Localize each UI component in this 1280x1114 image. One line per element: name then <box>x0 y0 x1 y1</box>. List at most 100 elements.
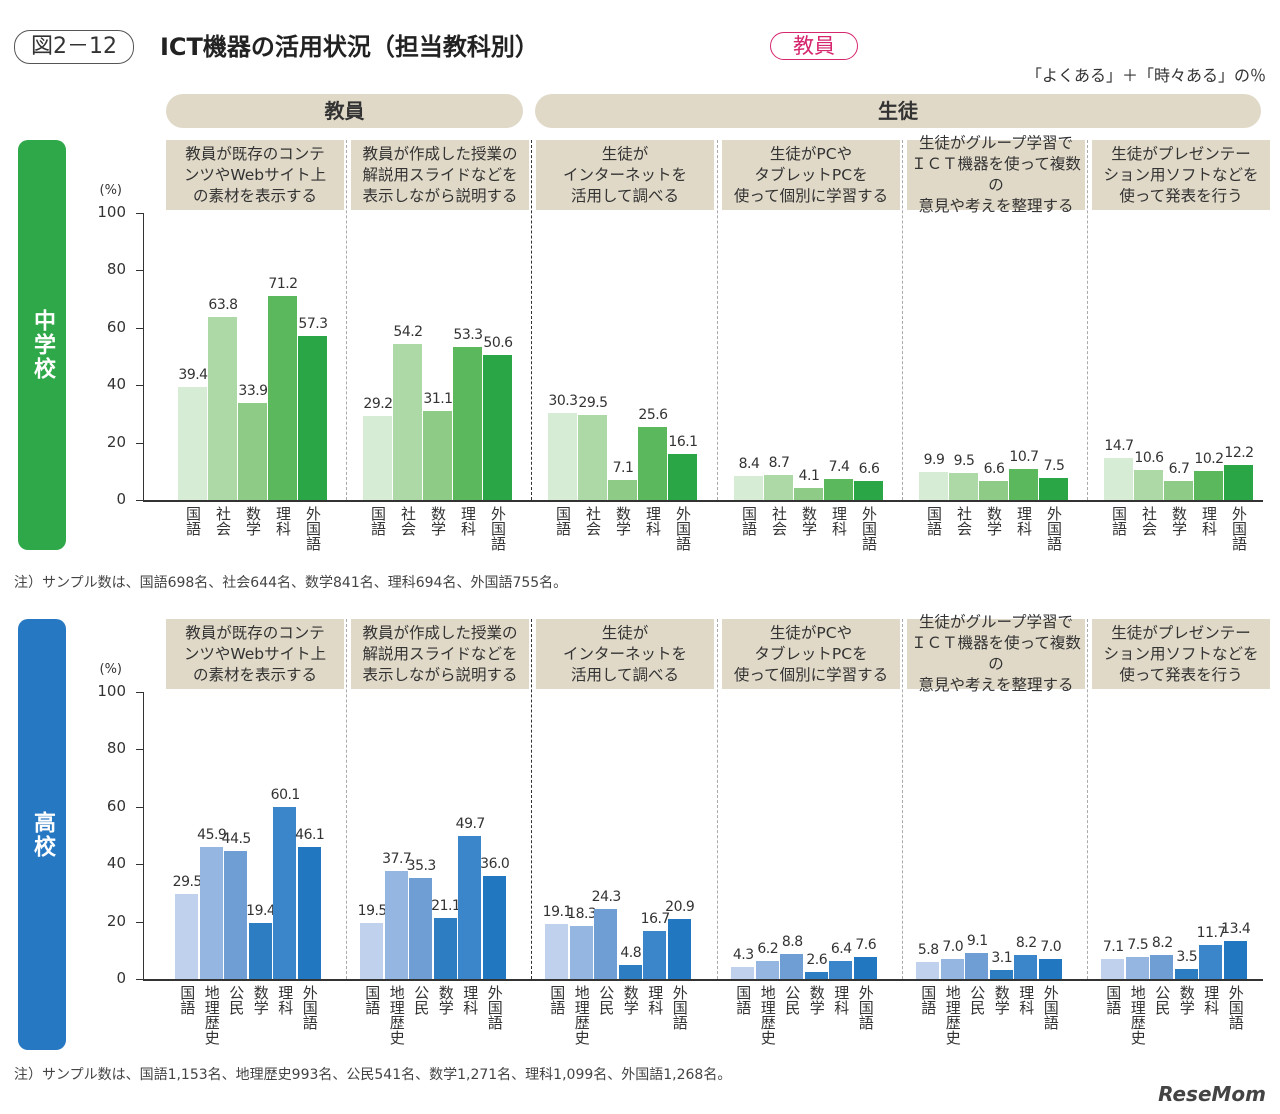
data-label: 9.1 <box>966 932 988 949</box>
x-tick-label: 外国語 <box>304 506 322 551</box>
data-label: 8.4 <box>738 455 760 472</box>
bar <box>433 918 457 979</box>
bar <box>1104 457 1133 500</box>
panel-header: 教員が既存のコンテ ンツやWebサイト上 の素材を表示する <box>166 619 344 689</box>
bar <box>175 894 198 979</box>
x-tick-label: 外国語 <box>1226 985 1245 1030</box>
data-label: 29.5 <box>578 395 608 412</box>
panel-divider <box>531 140 532 500</box>
bar <box>989 970 1013 979</box>
bar <box>734 475 763 500</box>
bar <box>1223 940 1247 979</box>
bar <box>238 402 267 500</box>
group-header-teacher: 教員 <box>166 94 523 128</box>
data-label: 4.1 <box>798 468 820 485</box>
data-label: 14.7 <box>1104 437 1134 454</box>
data-label: 7.6 <box>855 937 877 954</box>
chart-title: ICT機器の活用状況（担当教科別） <box>160 33 539 61</box>
data-label: 4.3 <box>732 946 754 963</box>
bar <box>1038 958 1062 979</box>
x-tick-label: 数学 <box>1177 985 1196 1015</box>
x-tick-label: 数学 <box>800 506 818 536</box>
y-tick-mark <box>136 692 143 693</box>
y-tick-mark <box>136 385 143 387</box>
x-tick-label: 地理歴史 <box>758 985 777 1045</box>
data-label: 6.4 <box>830 940 852 957</box>
bar <box>1101 958 1124 979</box>
panel-divider <box>346 140 347 500</box>
bar <box>979 481 1008 500</box>
sample-size-note: 注）サンプル数は、国語1,153名、地理歴史993名、公民541名、数学1,27… <box>14 1067 732 1083</box>
x-tick-label: 国語 <box>363 985 382 1015</box>
y-tick-label: 40 <box>106 854 126 873</box>
bar <box>1134 469 1163 500</box>
bar <box>297 846 321 979</box>
panel-header: 生徒がグループ学習で ＩＣＴ機器を使って複数の 意見や考えを整理する <box>907 613 1085 694</box>
x-tick-label: 数学 <box>1170 506 1188 536</box>
bar <box>409 877 432 979</box>
y-tick-mark <box>136 921 143 923</box>
x-tick-label: 理科 <box>644 506 662 536</box>
panel-divider <box>902 619 903 979</box>
x-tick-label: 数学 <box>436 985 455 1015</box>
panel-header: 生徒がグループ学習で ＩＣＴ機器を使って複数の 意見や考えを整理する <box>907 134 1085 215</box>
panel-divider <box>1087 140 1088 500</box>
y-tick-mark <box>136 442 143 444</box>
x-tick-label: 数学 <box>992 985 1011 1015</box>
y-tick-label: 100 <box>97 682 126 700</box>
x-tick-label: 外国語 <box>674 506 692 551</box>
panel-divider <box>902 140 903 500</box>
y-axis-line <box>143 692 144 979</box>
bar <box>578 415 607 500</box>
data-label: 5.8 <box>917 942 939 959</box>
x-tick-label: 理科 <box>1200 506 1218 536</box>
logo: ReseMom <box>1158 1082 1266 1106</box>
data-label: 8.2 <box>1015 935 1037 952</box>
data-label: 50.6 <box>483 334 513 351</box>
bar <box>1014 955 1037 979</box>
x-tick-label: 地理歴史 <box>387 985 406 1045</box>
data-label: 46.1 <box>295 826 325 843</box>
x-tick-label: 理科 <box>461 985 480 1015</box>
data-label: 16.7 <box>640 911 671 928</box>
panel-divider <box>531 619 532 979</box>
data-label: 25.6 <box>638 406 668 423</box>
panel-header: 生徒が インターネットを 活用して調べる <box>536 140 714 210</box>
x-tick-label: 理科 <box>274 506 292 536</box>
data-label: 44.5 <box>221 831 252 848</box>
y-tick-mark <box>136 979 143 980</box>
bar <box>298 335 327 500</box>
bar <box>1125 957 1149 979</box>
bar <box>199 847 223 979</box>
y-tick-mark <box>136 270 143 272</box>
x-tick-label: 公民 <box>227 985 246 1015</box>
y-tick-label: 100 <box>97 203 126 221</box>
y-tick-label: 0 <box>116 490 126 508</box>
bar <box>423 410 452 500</box>
data-label: 53.3 <box>453 327 483 344</box>
data-label: 3.1 <box>991 950 1013 967</box>
data-label: 11.7 <box>1196 925 1227 942</box>
data-label: 7.1 <box>612 459 634 476</box>
data-label: 9.9 <box>923 451 945 468</box>
bar <box>458 836 481 979</box>
x-tick-label: 社会 <box>955 506 973 536</box>
bar <box>248 923 272 979</box>
data-label: 57.3 <box>298 315 328 332</box>
bar <box>1174 968 1198 979</box>
x-tick-label: 外国語 <box>489 506 507 551</box>
bar <box>1039 478 1068 500</box>
bar <box>643 931 666 979</box>
bar <box>638 426 667 500</box>
panel-divider <box>717 140 718 500</box>
panel-divider <box>717 619 718 979</box>
y-axis-unit: (%) <box>99 662 123 677</box>
data-label: 8.2 <box>1151 935 1173 952</box>
x-tick-label: 地理歴史 <box>1128 985 1147 1045</box>
x-tick-label: 理科 <box>459 506 477 536</box>
x-tick-label: 外国語 <box>1045 506 1063 551</box>
data-label: 19.1 <box>542 904 573 921</box>
bar <box>755 961 779 979</box>
bar <box>208 316 237 500</box>
